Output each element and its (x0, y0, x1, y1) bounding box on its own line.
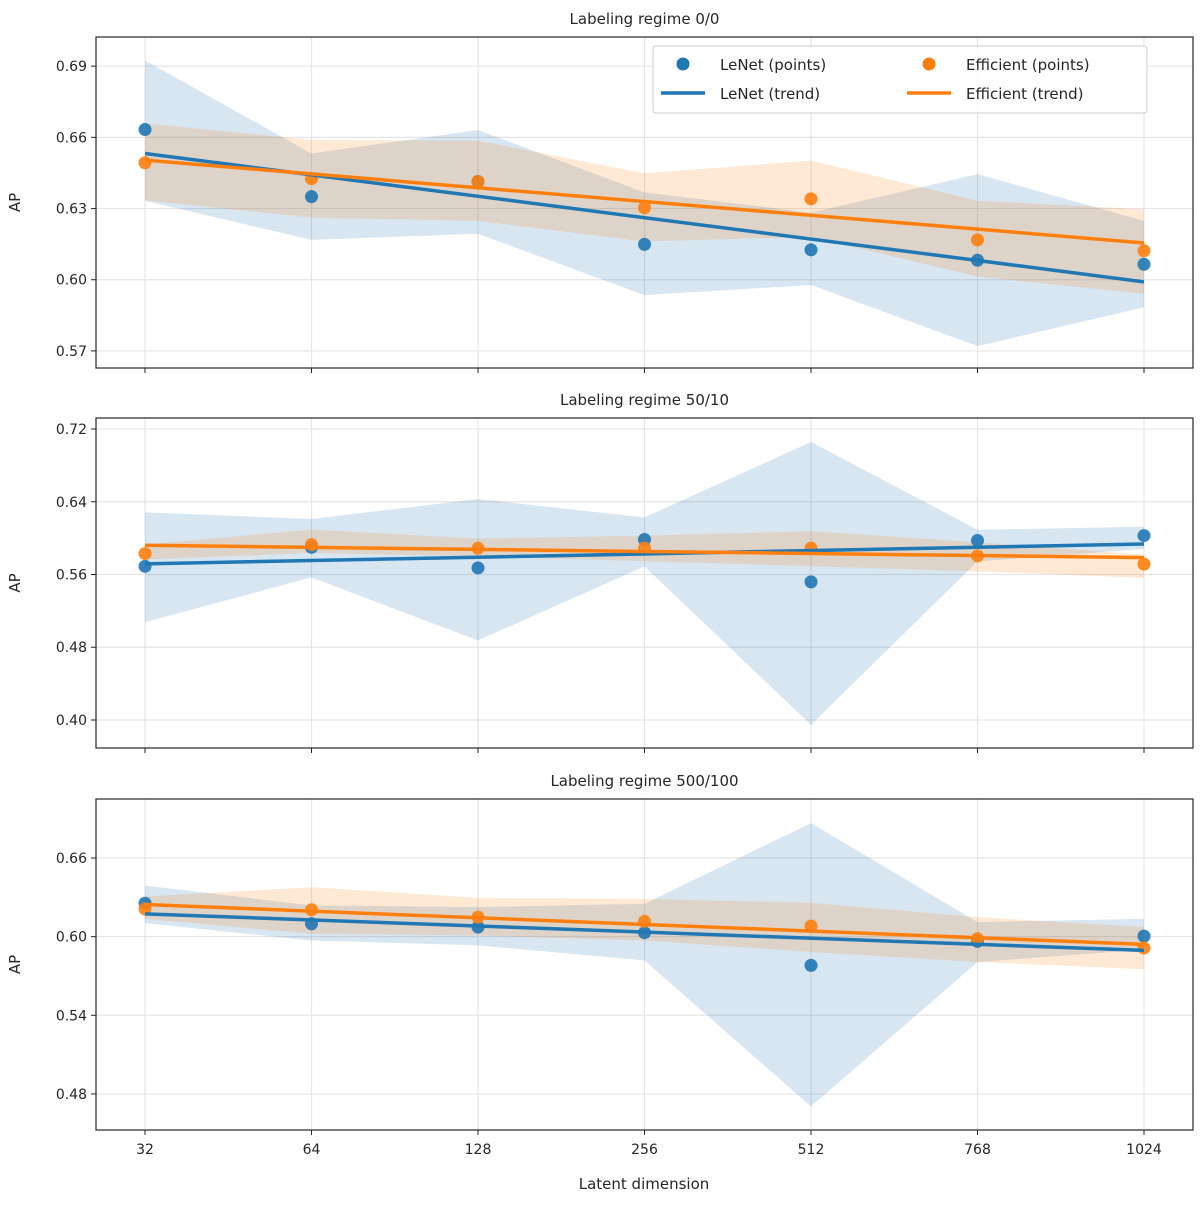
panel-title: Labeling regime 500/100 (550, 772, 738, 790)
lenet-point (638, 237, 651, 251)
y-tick-label: 0.69 (56, 59, 87, 75)
y-tick-label: 0.63 (56, 202, 87, 218)
y-tick-label: 0.48 (56, 1087, 87, 1103)
x-tick-label: 1024 (1126, 1142, 1162, 1158)
lenet-point (1137, 257, 1151, 271)
lenet-point (804, 243, 818, 257)
x-tick-label: 128 (465, 1142, 492, 1158)
panel-1: 0.40 0.48 0.56 0.64 0.72 Labeling regime 50/1… (6, 391, 1194, 753)
panel-2: 0.48 0.54 0.60 0.66 32 64 128 256 512 768 1024 Labe… (6, 772, 1194, 1158)
y-axis-label: AP (6, 573, 24, 592)
x-tick-label: 256 (631, 1142, 658, 1158)
legend-marker (922, 57, 936, 71)
efficient-point (471, 175, 485, 189)
lenet-point (305, 190, 318, 204)
y-tick-label: 0.64 (56, 495, 87, 511)
efficient-point (638, 201, 651, 215)
efficient-point (138, 547, 152, 561)
legend-label: Efficient (points) (966, 56, 1090, 74)
lenet-point (471, 561, 485, 575)
efficient-point (804, 192, 818, 206)
y-tick-label: 0.57 (56, 344, 87, 360)
x-tick-label: 768 (964, 1142, 991, 1158)
y-tick-label: 0.56 (56, 567, 87, 583)
lenet-point (138, 123, 152, 137)
lenet-point (138, 559, 152, 573)
efficient-trend-line (144, 543, 1145, 560)
x-axis-label: Latent dimension (579, 1175, 710, 1193)
lenet-band (145, 823, 1144, 1107)
y-tick-label: 0.60 (56, 930, 87, 946)
efficient-trend-line (144, 158, 1145, 245)
legend-label: LeNet (points) (720, 56, 826, 74)
x-tick-label: 32 (136, 1142, 154, 1158)
y-axis-label: AP (6, 955, 24, 974)
y-tick-label: 0.60 (56, 273, 87, 289)
panel-title: Labeling regime 50/10 (560, 391, 729, 409)
efficient-point (971, 233, 984, 247)
x-tick-label: 512 (798, 1142, 825, 1158)
lenet-point (1137, 929, 1151, 943)
legend: LeNet (points) Efficient (points) LeNet (t… (652, 45, 1148, 114)
legend-label: Efficient (trend) (966, 85, 1083, 103)
lenet-point (804, 575, 818, 589)
legend-marker (676, 57, 690, 71)
efficient-point (138, 156, 152, 170)
legend-box (652, 45, 1148, 114)
y-tick-label: 0.66 (56, 130, 87, 146)
y-tick-label: 0.48 (56, 640, 87, 656)
lenet-point (804, 958, 818, 972)
efficient-trend-line (144, 902, 1145, 947)
lenet-trend-line (144, 912, 1145, 953)
lenet-trend-line (144, 542, 1145, 566)
y-tick-label: 0.54 (56, 1008, 87, 1024)
efficient-point (1137, 557, 1151, 571)
efficient-point (1137, 244, 1151, 258)
lenet-band (145, 442, 1144, 725)
x-tick-label: 64 (303, 1142, 321, 1158)
lenet-point (971, 533, 984, 547)
y-axis-label: AP (6, 193, 24, 212)
y-tick-label: 0.40 (56, 713, 87, 729)
lenet-point (1137, 529, 1151, 543)
y-tick-label: 0.66 (56, 851, 87, 867)
legend-label: LeNet (trend) (720, 85, 820, 103)
panel-title: Labeling regime 0/0 (570, 10, 720, 28)
y-tick-label: 0.72 (56, 422, 87, 438)
